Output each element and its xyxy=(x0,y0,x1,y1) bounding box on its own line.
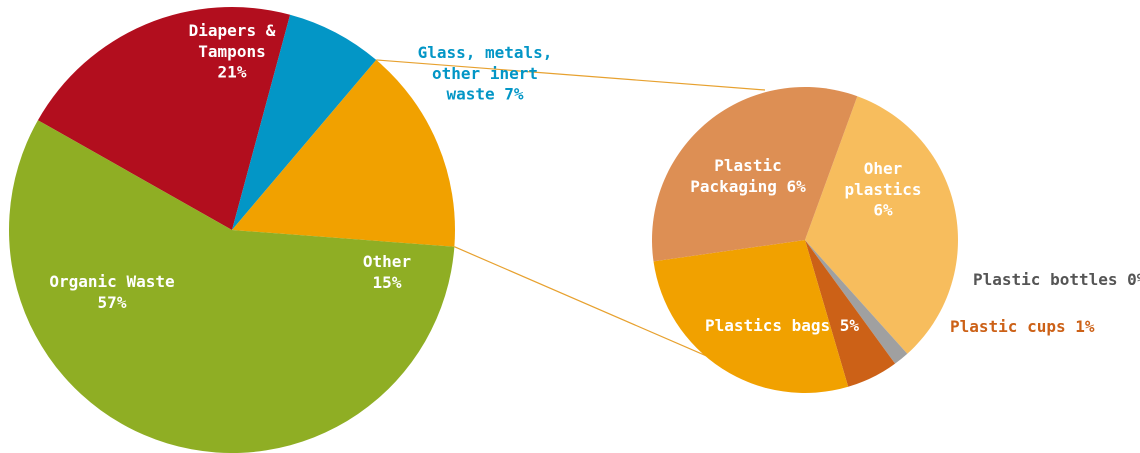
slice-label-main-3: Organic Waste 57% xyxy=(49,272,174,312)
slice-labels: Diapers & Tampons 21% Glass, metals, other i… xyxy=(49,21,1140,336)
slice-label-line: Tampons xyxy=(198,42,265,61)
pie-slice-main-2 xyxy=(232,59,455,247)
slice-label-line: 15% xyxy=(373,273,402,292)
slice-label-line: Plastic cups 1% xyxy=(950,317,1095,336)
slice-label-detail-0: Oher plastics 6% xyxy=(844,159,921,220)
slice-label-line: plastics xyxy=(844,180,921,199)
slice-label-line: Glass, metals, xyxy=(418,43,553,62)
slice-label-line: Diapers & xyxy=(189,21,276,40)
slice-label-line: 6% xyxy=(873,201,893,220)
slice-label-line: Organic Waste xyxy=(49,272,174,291)
slice-label-main-0: Diapers & Tampons 21% xyxy=(189,21,276,82)
pie-slice-main-0 xyxy=(37,7,291,231)
slice-label-line: Plastic xyxy=(714,156,781,175)
plastics-breakdown-pie xyxy=(651,87,958,393)
pie-slice-detail-1 xyxy=(805,240,908,364)
pie-slice-main-1 xyxy=(232,14,377,231)
slice-label-line: Plastic bottles 0% xyxy=(973,270,1140,289)
pie-slice-detail-0 xyxy=(805,96,958,354)
main-pie xyxy=(9,7,455,453)
slice-label-line: Other xyxy=(363,252,411,271)
slice-label-detail-1: Plastic bottles 0% xyxy=(973,270,1140,289)
slice-label-line: waste 7% xyxy=(446,85,523,104)
slice-label-detail-2: Plastic cups 1% xyxy=(950,317,1095,336)
slice-label-line: other inert xyxy=(432,64,538,83)
connector-line-top xyxy=(376,59,766,91)
slice-label-line: Packaging 6% xyxy=(690,177,806,196)
slice-label-line: 21% xyxy=(218,63,247,82)
slice-label-line: Oher xyxy=(864,159,903,178)
slice-label-line: 57% xyxy=(98,293,127,312)
pie-slice-detail-3 xyxy=(653,240,849,393)
slice-label-detail-3: Plastics bags 5% xyxy=(705,316,859,335)
pie-slice-detail-4 xyxy=(651,87,858,262)
pie-slice-detail-2 xyxy=(805,240,896,387)
slice-label-main-2: Other 15% xyxy=(363,252,411,292)
slice-label-main-1: Glass, metals, other inert waste 7% xyxy=(418,43,553,104)
slice-label-line: Plastics bags 5% xyxy=(705,316,859,335)
slice-label-detail-4: Plastic Packaging 6% xyxy=(690,156,806,196)
pie-slice-main-3 xyxy=(9,120,455,453)
